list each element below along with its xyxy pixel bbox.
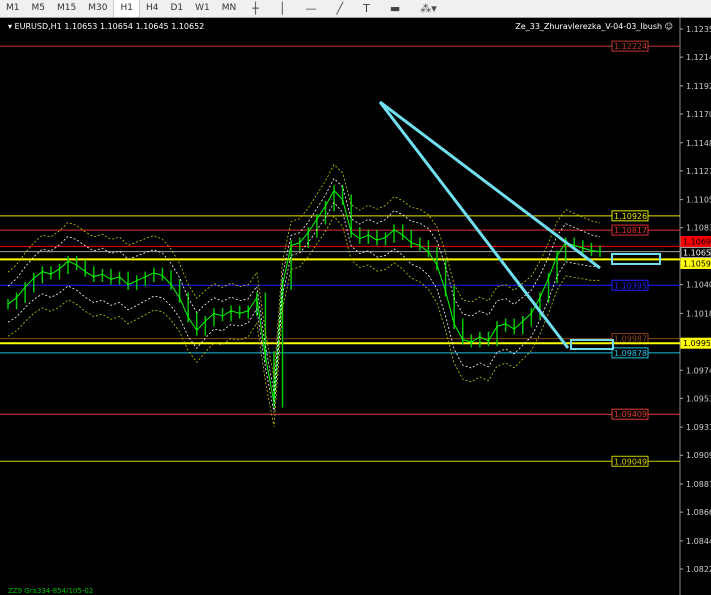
level-label: 1.10817 (614, 226, 647, 235)
timeframe-h4[interactable]: H4 (145, 3, 159, 13)
level-label-box (611, 408, 649, 420)
timeframe-w1[interactable]: W1 (195, 3, 210, 13)
close-line (7, 189, 601, 403)
y-tick-label: 1.09745 (686, 366, 711, 375)
timeframe-m30[interactable]: M30 (88, 3, 108, 13)
level-label: 1.10652 (683, 248, 711, 257)
level-label-box (680, 235, 711, 247)
level-label-box (611, 347, 649, 359)
y-tick-label: 1.12140 (686, 53, 711, 62)
y-tick-label: 1.10180 (686, 309, 711, 318)
level-label-box (611, 279, 649, 291)
level-label: 1.09409 (614, 410, 647, 419)
price-chart[interactable]: 1.12355 1.12140 1.11920 1.11705 1.11485 1.112… (0, 18, 711, 595)
indicator-name: Ze_33_Zhuravlerezka_V-04-03_Ibush ☺ (515, 22, 673, 31)
envelope-band (7, 201, 601, 413)
y-tick-label: 1.12355 (686, 25, 711, 34)
target-box[interactable] (611, 253, 661, 265)
y-tick-label: 1.08440 (686, 537, 711, 546)
level-label-box (680, 337, 711, 349)
y-tick-label: 1.11705 (686, 110, 711, 119)
y-tick-label: 1.11050 (686, 196, 711, 205)
trend-arrow[interactable] (378, 101, 570, 349)
label-icon[interactable]: ▬ (389, 2, 401, 15)
timeframe-h1[interactable]: H1 (113, 0, 140, 17)
y-tick-label: 1.10835 (686, 224, 711, 233)
text-icon[interactable]: T (363, 2, 370, 15)
vertical-line-icon[interactable]: │ (278, 2, 286, 15)
y-tick-label: 1.09095 (686, 451, 711, 460)
timeframe-m5[interactable]: M5 (31, 3, 46, 13)
y-tick-label: 1.08225 (686, 565, 711, 574)
horizontal-line-icon[interactable]: — (305, 2, 317, 15)
level-label-box (611, 455, 649, 467)
indicator-footer: ZZ9 Gra334-854/105-02 (8, 587, 93, 595)
level-label-box (611, 224, 649, 236)
crosshair-icon[interactable]: ┼ (252, 2, 259, 15)
level-label: 1.12224 (614, 42, 647, 51)
level-label: 1.09952 (683, 339, 711, 348)
chart-header: ▾ EURUSD,H1 1.10653 1.10654 1.10645 1.10… (8, 22, 204, 31)
envelope-band (7, 163, 601, 379)
level-label: 1.10692 (683, 237, 711, 246)
level-label-box (611, 40, 649, 52)
trend-arrow[interactable] (379, 100, 601, 270)
y-tick-label: 1.09530 (686, 394, 711, 403)
level-label: 1.10593 (683, 259, 711, 268)
y-tick-label: 1.11270 (686, 167, 711, 176)
level-label-box (680, 257, 711, 269)
timeframe-m15[interactable]: M15 (57, 3, 77, 13)
more-tools-icon[interactable]: ⁂▾ (420, 2, 437, 15)
y-tick-label: 1.08875 (686, 480, 711, 489)
y-tick-label: 1.11485 (686, 139, 711, 148)
level-label: 1.09987 (614, 335, 647, 344)
target-box[interactable] (570, 339, 614, 350)
envelope-band (7, 177, 601, 393)
y-tick-label: 1.08660 (686, 508, 711, 517)
level-label-box (680, 246, 711, 258)
level-label: 1.09049 (614, 457, 647, 466)
y-tick-label: 1.10400 (686, 281, 711, 290)
level-label: 1.10395 (614, 281, 647, 290)
y-tick-label: 1.09310 (686, 423, 711, 432)
level-label: 1.09878 (614, 349, 647, 358)
timeframe-mn[interactable]: MN (221, 3, 237, 13)
envelope-band (7, 215, 601, 427)
level-label: 1.10926 (614, 212, 647, 221)
trendline-icon[interactable]: ╱ (336, 2, 344, 15)
level-label-box (611, 210, 649, 222)
timeframe-d1[interactable]: D1 (170, 3, 184, 13)
timeframe-m1[interactable]: M1 (6, 3, 20, 13)
timeframe-toolbar: M1 M5 M15 M30 H1 H4 D1 W1 MN ┼ │ — ╱ T ▬ ⁂▾ (0, 0, 711, 18)
y-tick-label: 1.11920 (686, 82, 711, 91)
